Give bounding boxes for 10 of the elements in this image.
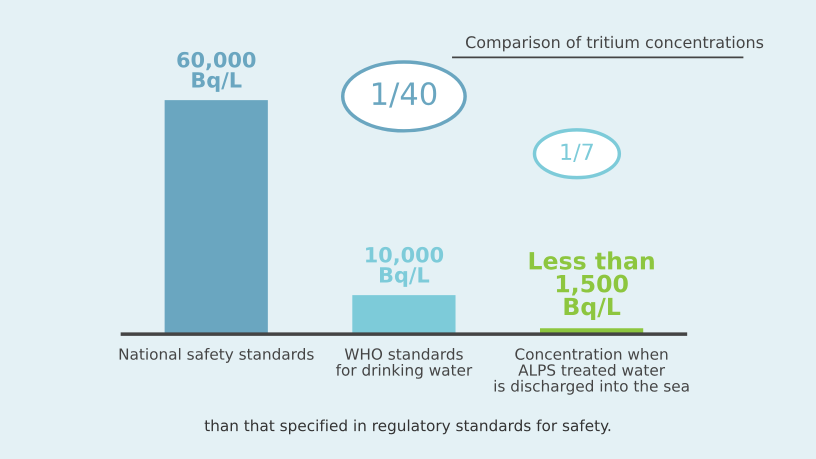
data-label: 60,000 Bq/L bbox=[177, 52, 256, 92]
x-tick-label: WHO standards for drinking water bbox=[336, 348, 472, 379]
annotation: 1/7 bbox=[561, 144, 593, 162]
data-label: 10,000 Bq/L bbox=[366, 246, 444, 287]
text: than that specified in regulatory standards for safety. bbox=[204, 419, 610, 434]
x-tick-label: Concentration when ALPS treated water is discharged into the sea bbox=[494, 348, 689, 395]
chart-title: Comparison of tritium concentrations bbox=[466, 36, 764, 52]
x-tick-label: National safety standards bbox=[120, 348, 314, 363]
annotation: 1/40 bbox=[372, 82, 436, 108]
data-label: Less than 1,500 Bq/L bbox=[530, 251, 654, 320]
